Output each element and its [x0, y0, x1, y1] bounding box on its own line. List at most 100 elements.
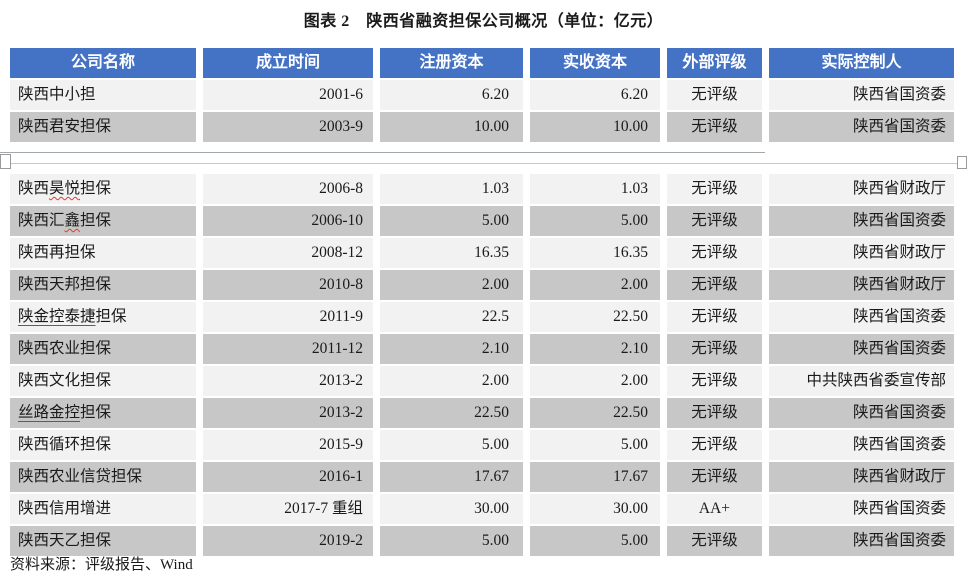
- table-row: 陕西君安担保 2003-9 10.00 10.00 无评级 陕西省国资委: [10, 112, 954, 142]
- table-row: 陕西文化担保 2013-2 2.00 2.00 无评级 中共陕西省委宣传部: [10, 366, 954, 396]
- cell-controller: 陕西省国资委: [769, 302, 954, 332]
- cell-established: 2016-1: [203, 462, 373, 492]
- cell-paid-in-capital: 16.35: [530, 238, 660, 268]
- cell-controller: 陕西省财政厅: [769, 462, 954, 492]
- company-name-text: 丝路金控: [18, 404, 81, 421]
- cell-paid-in-capital: 5.00: [530, 526, 660, 556]
- cell-external-rating: 无评级: [667, 80, 762, 110]
- cell-company-name: 陕金控泰捷担保: [10, 302, 196, 332]
- cell-external-rating: 无评级: [667, 334, 762, 364]
- cell-company-name: 陕西汇鑫担保: [10, 206, 196, 236]
- cell-paid-in-capital: 1.03: [530, 174, 660, 204]
- cell-established: 2013-2: [203, 366, 373, 396]
- page-break-marker-right: [957, 156, 967, 169]
- cell-controller: 陕西省国资委: [769, 206, 954, 236]
- company-name-text: 鑫: [64, 212, 81, 229]
- company-name-text: 陕西: [18, 180, 50, 197]
- cell-paid-in-capital: 17.67: [530, 462, 660, 492]
- page-break-line-bottom: [0, 163, 967, 164]
- table-row: 陕西再担保 2008-12 16.35 16.35 无评级 陕西省财政厅: [10, 238, 954, 268]
- table-row: 陕西天乙担保 2019-2 5.00 5.00 无评级 陕西省国资委: [10, 526, 954, 556]
- table-row: 陕西汇鑫担保 2006-10 5.00 5.00 无评级 陕西省国资委: [10, 206, 954, 236]
- cell-established: 2006-8: [203, 174, 373, 204]
- column-header-3: 注册资本: [380, 48, 523, 78]
- cell-registered-capital: 30.00: [380, 494, 523, 524]
- company-name-text: 陕西农业担保: [18, 340, 112, 357]
- cell-company-name: 陕西农业担保: [10, 334, 196, 364]
- cell-paid-in-capital: 30.00: [530, 494, 660, 524]
- company-name-text: 担保: [80, 404, 112, 421]
- cell-company-name: 陕西天乙担保: [10, 526, 196, 556]
- cell-company-name: 陕西昊悦担保: [10, 174, 196, 204]
- source-note: 资料来源：评级报告、Wind: [10, 557, 193, 573]
- company-name-text: 昊悦: [49, 180, 81, 197]
- cell-established: 2011-9: [203, 302, 373, 332]
- page-break-line-top: [0, 152, 765, 153]
- cell-registered-capital: 10.00: [380, 112, 523, 142]
- company-name-text: 陕西农业信贷担保: [18, 468, 143, 485]
- table-header-row: 公司名称 成立时间 注册资本 实收资本 外部评级 实际控制人: [10, 48, 954, 78]
- cell-controller: 陕西省国资委: [769, 334, 954, 364]
- column-header-1: 公司名称: [10, 48, 196, 78]
- table-row: 陕西信用增进 2017-7 重组 30.00 30.00 AA+ 陕西省国资委: [10, 494, 954, 524]
- cell-company-name: 陕西文化担保: [10, 366, 196, 396]
- cell-company-name: 陕西农业信贷担保: [10, 462, 196, 492]
- company-name-text: 担保: [80, 180, 112, 197]
- cell-paid-in-capital: 22.50: [530, 398, 660, 428]
- cell-registered-capital: 2.10: [380, 334, 523, 364]
- cell-paid-in-capital: 22.50: [530, 302, 660, 332]
- cell-registered-capital: 1.03: [380, 174, 523, 204]
- cell-external-rating: AA+: [667, 494, 762, 524]
- cell-company-name: 陕西天邦担保: [10, 270, 196, 300]
- cell-external-rating: 无评级: [667, 206, 762, 236]
- cell-registered-capital: 22.50: [380, 398, 523, 428]
- company-name-text: 陕西再担保: [18, 244, 96, 261]
- cell-paid-in-capital: 6.20: [530, 80, 660, 110]
- table-row: 陕金控泰捷担保 2011-9 22.5 22.50 无评级 陕西省国资委: [10, 302, 954, 332]
- cell-established: 2015-9: [203, 430, 373, 460]
- cell-external-rating: 无评级: [667, 366, 762, 396]
- cell-external-rating: 无评级: [667, 430, 762, 460]
- company-name-text: 陕西君安担保: [18, 118, 112, 135]
- cell-external-rating: 无评级: [667, 270, 762, 300]
- table-body: 陕西中小担 2001-6 6.20 6.20 无评级 陕西省国资委 陕西君安担保 2003-9…: [10, 80, 954, 556]
- cell-external-rating: 无评级: [667, 112, 762, 142]
- company-name-text: 陕西汇: [18, 212, 65, 229]
- cell-company-name: 陕西君安担保: [10, 112, 196, 142]
- cell-established: 2010-8: [203, 270, 373, 300]
- column-header-4: 实收资本: [530, 48, 660, 78]
- cell-external-rating: 无评级: [667, 462, 762, 492]
- cell-paid-in-capital: 5.00: [530, 430, 660, 460]
- cell-external-rating: 无评级: [667, 398, 762, 428]
- cell-company-name: 丝路金控担保: [10, 398, 196, 428]
- cell-established: 2011-12: [203, 334, 373, 364]
- company-name-text: 陕西信用增进: [18, 500, 112, 517]
- cell-controller: 陕西省国资委: [769, 526, 954, 556]
- cell-registered-capital: 17.67: [380, 462, 523, 492]
- column-header-2: 成立时间: [203, 48, 373, 78]
- cell-company-name: 陕西信用增进: [10, 494, 196, 524]
- company-name-text: 陕西天乙担保: [18, 532, 112, 549]
- cell-established: 2006-10: [203, 206, 373, 236]
- cell-controller: 陕西省财政厅: [769, 174, 954, 204]
- page-break-marker-left: [0, 154, 11, 169]
- table-row: 陕西中小担 2001-6 6.20 6.20 无评级 陕西省国资委: [10, 80, 954, 110]
- cell-controller: 陕西省国资委: [769, 494, 954, 524]
- cell-registered-capital: 5.00: [380, 526, 523, 556]
- cell-established: 2019-2: [203, 526, 373, 556]
- cell-paid-in-capital: 10.00: [530, 112, 660, 142]
- column-header-5: 外部评级: [667, 48, 762, 78]
- table-row: 陕西天邦担保 2010-8 2.00 2.00 无评级 陕西省财政厅: [10, 270, 954, 300]
- company-name-text: 陕西文化担保: [18, 372, 112, 389]
- cell-paid-in-capital: 5.00: [530, 206, 660, 236]
- cell-paid-in-capital: 2.00: [530, 366, 660, 396]
- table-row: 陕西昊悦担保 2006-8 1.03 1.03 无评级 陕西省财政厅: [10, 174, 954, 204]
- cell-external-rating: 无评级: [667, 526, 762, 556]
- table-row: 陕西农业信贷担保 2016-1 17.67 17.67 无评级 陕西省财政厅: [10, 462, 954, 492]
- cell-company-name: 陕西中小担: [10, 80, 196, 110]
- company-name-text: 担保: [95, 308, 127, 325]
- cell-established: 2017-7 重组: [203, 494, 373, 524]
- cell-registered-capital: 2.00: [380, 366, 523, 396]
- cell-registered-capital: 22.5: [380, 302, 523, 332]
- company-name-text: 担保: [80, 212, 112, 229]
